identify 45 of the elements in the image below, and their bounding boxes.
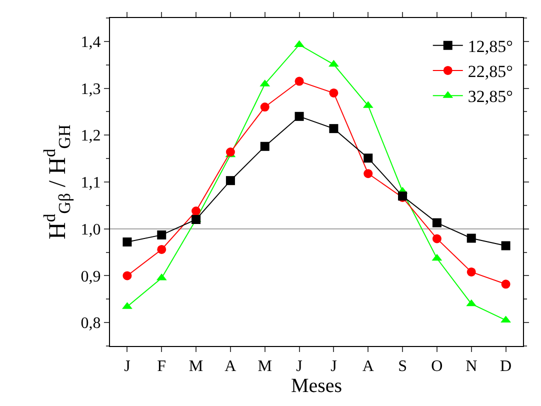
point <box>226 148 235 157</box>
point <box>294 76 304 86</box>
point <box>329 124 338 134</box>
point <box>466 234 476 243</box>
x-tick-label: J <box>296 358 302 376</box>
x-tick-label: N <box>466 358 478 376</box>
x-tick-label: F <box>157 358 166 376</box>
x-tick-label: M <box>188 358 204 376</box>
x-tick-label: S <box>398 358 407 376</box>
point <box>432 234 442 244</box>
y-tick-label: 1,2 <box>80 128 101 145</box>
point <box>328 60 339 67</box>
point <box>122 237 132 246</box>
y-tick-label: 0,8 <box>80 315 101 332</box>
y-tick-label: 0,9 <box>80 268 101 286</box>
x-tick-label: D <box>500 358 512 376</box>
point <box>122 271 132 280</box>
x-tick-label: J <box>330 358 337 376</box>
point <box>260 102 270 112</box>
legend-label: 12,85° <box>468 37 513 56</box>
point <box>501 280 510 289</box>
y-tick-label: 1,4 <box>80 34 101 52</box>
point <box>192 206 201 216</box>
x-axis-title: Meses <box>290 375 342 398</box>
point <box>157 230 166 240</box>
x-tick-label: O <box>431 358 443 376</box>
point <box>466 267 476 276</box>
point <box>226 176 235 186</box>
point <box>260 142 270 151</box>
x-tick-label: A <box>362 358 374 376</box>
y-tick-label: 1,3 <box>80 80 101 98</box>
x-tick-label: M <box>258 358 272 376</box>
x-tick-label: A <box>224 358 237 376</box>
legend-label: 22,85° <box>468 62 513 82</box>
point <box>294 112 304 121</box>
point <box>364 169 373 178</box>
legend-label: 32,85° <box>468 87 513 106</box>
y-tick-label: 1,1 <box>80 174 101 192</box>
point <box>329 88 338 98</box>
point <box>501 241 510 250</box>
point <box>157 244 166 254</box>
point <box>432 218 442 228</box>
point <box>364 154 373 163</box>
x-tick-label: J <box>124 358 130 376</box>
y-tick-label: 1,0 <box>80 221 101 238</box>
